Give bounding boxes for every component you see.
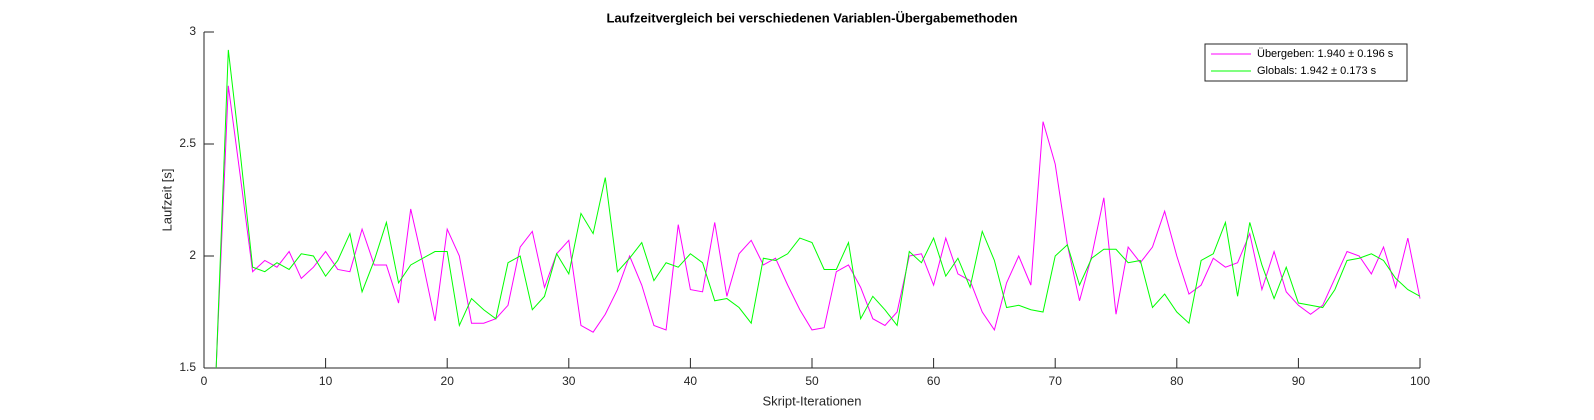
x-axis-label: Skript-Iterationen bbox=[763, 393, 862, 408]
x-tick-label: 70 bbox=[1049, 374, 1063, 388]
chart-title: Laufzeitvergleich bei verschiedenen Vari… bbox=[606, 10, 1017, 25]
y-tick-label: 2.5 bbox=[179, 136, 196, 150]
y-tick-label: 3 bbox=[189, 24, 196, 38]
legend-label: Globals: 1.942 ± 0.173 s bbox=[1257, 65, 1377, 77]
x-tick-label: 40 bbox=[684, 374, 698, 388]
y-tick-label: 2 bbox=[189, 248, 196, 262]
x-tick-label: 80 bbox=[1170, 374, 1184, 388]
data-line bbox=[215, 85, 1421, 369]
y-axis-label: Laufzeit [s] bbox=[159, 169, 174, 232]
x-tick-label: 30 bbox=[562, 374, 576, 388]
x-tick-label: 100 bbox=[1410, 374, 1430, 388]
x-tick-label: 10 bbox=[319, 374, 333, 388]
data-line bbox=[215, 49, 1421, 369]
y-tick-label: 1.5 bbox=[179, 360, 196, 374]
x-tick-label: 0 bbox=[201, 374, 208, 388]
x-tick-label: 60 bbox=[927, 374, 941, 388]
x-tick-label: 20 bbox=[441, 374, 455, 388]
legend-box bbox=[1204, 43, 1408, 82]
x-tick-label: 50 bbox=[805, 374, 819, 388]
x-tick-label: 90 bbox=[1292, 374, 1306, 388]
legend-label: Übergeben: 1.940 ± 0.196 s bbox=[1257, 48, 1394, 60]
